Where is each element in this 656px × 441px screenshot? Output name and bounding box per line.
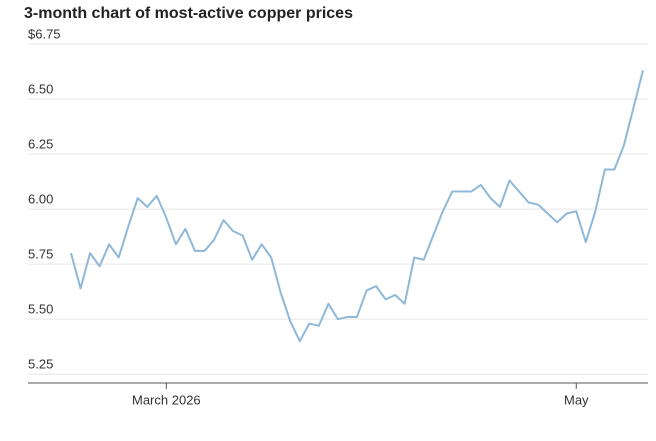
y-tick-label: 5.50 xyxy=(28,302,53,317)
x-tick-label: May xyxy=(564,392,589,407)
x-tick-label: March 2026 xyxy=(132,392,201,407)
y-tick-label: 6.00 xyxy=(28,192,53,207)
chart-title: 3-month chart of most-active copper pric… xyxy=(24,5,353,22)
price-line xyxy=(70,70,644,343)
y-tick-label: $6.75 xyxy=(28,26,61,41)
y-tick-label: 6.25 xyxy=(28,137,53,152)
y-tick-label: 6.50 xyxy=(28,81,53,96)
y-tick-label: 5.75 xyxy=(28,247,53,262)
y-tick-label: 5.25 xyxy=(28,357,53,372)
